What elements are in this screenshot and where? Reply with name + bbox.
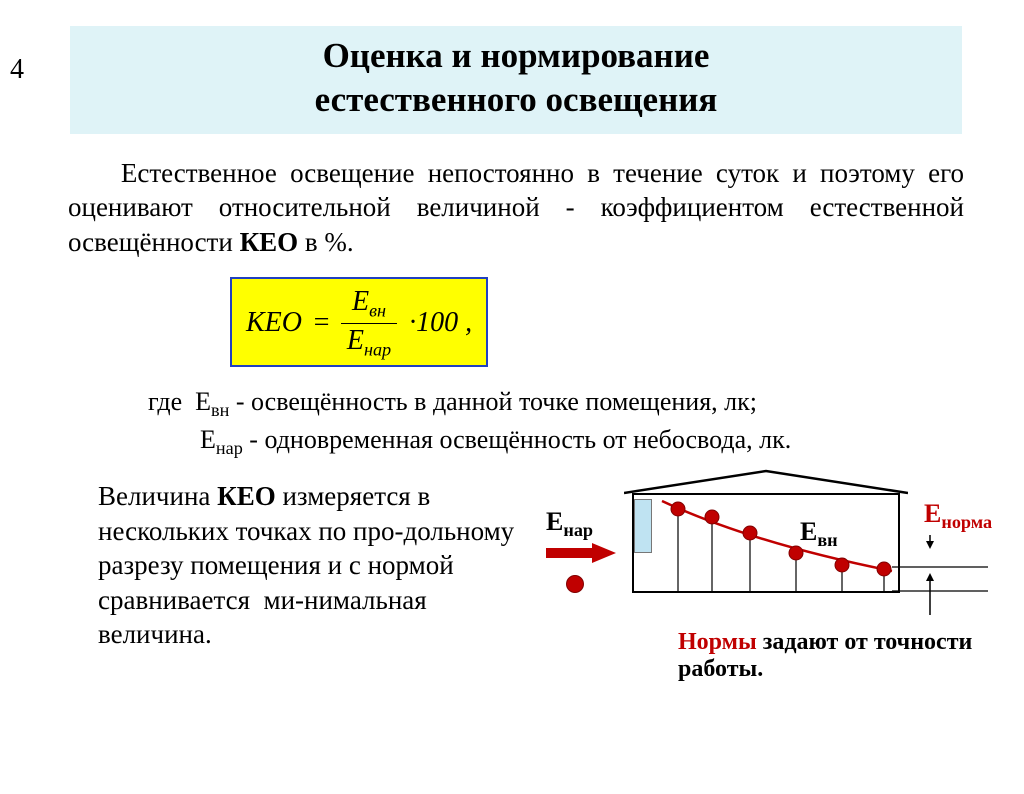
- formula-lhs: КЕО: [246, 307, 302, 339]
- formula-den-sub: нар: [364, 339, 391, 359]
- enar-label: Енар: [546, 507, 593, 541]
- where-line-1: где Евн - освещённость в данной точке по…: [148, 385, 976, 423]
- lower-block: Величина КЕО измеряется в нескольких точ…: [68, 469, 984, 659]
- title-line-1: Оценка и нормирование: [323, 36, 710, 75]
- keo-formula-box: КЕО = Eвн Eнар ·100 ,: [230, 277, 488, 367]
- light-arrow-icon: [546, 543, 618, 563]
- enar-E: Е: [546, 507, 563, 536]
- formula-num-sub: вн: [369, 301, 386, 321]
- formula-eq: =: [312, 307, 331, 339]
- norms-word: Нормы: [678, 629, 763, 655]
- formula-denominator: Eнар: [341, 326, 397, 360]
- formula-tail: ·100 ,: [409, 307, 472, 339]
- intro-paragraph: Естественное освещение непостоянно в теч…: [68, 156, 964, 260]
- where-block: где Евн - освещённость в данной точке по…: [148, 385, 976, 461]
- formula-fraction: Eвн Eнар: [341, 287, 397, 359]
- where-line-2: Енар - одновременная освещённость от неб…: [148, 423, 976, 461]
- norms-caption: Нормы задают от точности работы.: [678, 629, 986, 683]
- outside-measurement-dot: [566, 575, 584, 593]
- illumination-curve: [632, 493, 992, 613]
- enar-sub: нар: [563, 520, 593, 540]
- formula-num-E: E: [352, 286, 369, 317]
- keo-measurement-text: Величина КЕО измеряется в нескольких точ…: [98, 479, 518, 652]
- room-diagram: Енар Евн Енорма Нормы зад: [546, 469, 986, 659]
- slide-title: Оценка и нормирование естественного осве…: [70, 26, 962, 134]
- evn-E: Е: [800, 517, 817, 546]
- formula-den-E: E: [347, 325, 364, 356]
- formula-numerator: Eвн: [346, 287, 392, 321]
- evn-label: Евн: [800, 517, 838, 551]
- page-number: 4: [10, 54, 24, 86]
- room-shape: [624, 469, 908, 615]
- title-line-2: естественного освещения: [315, 80, 718, 119]
- evn-sub: вн: [817, 530, 837, 550]
- roof-icon: [624, 469, 908, 495]
- formula-row: КЕО = Eвн Eнар ·100 ,: [0, 277, 1024, 367]
